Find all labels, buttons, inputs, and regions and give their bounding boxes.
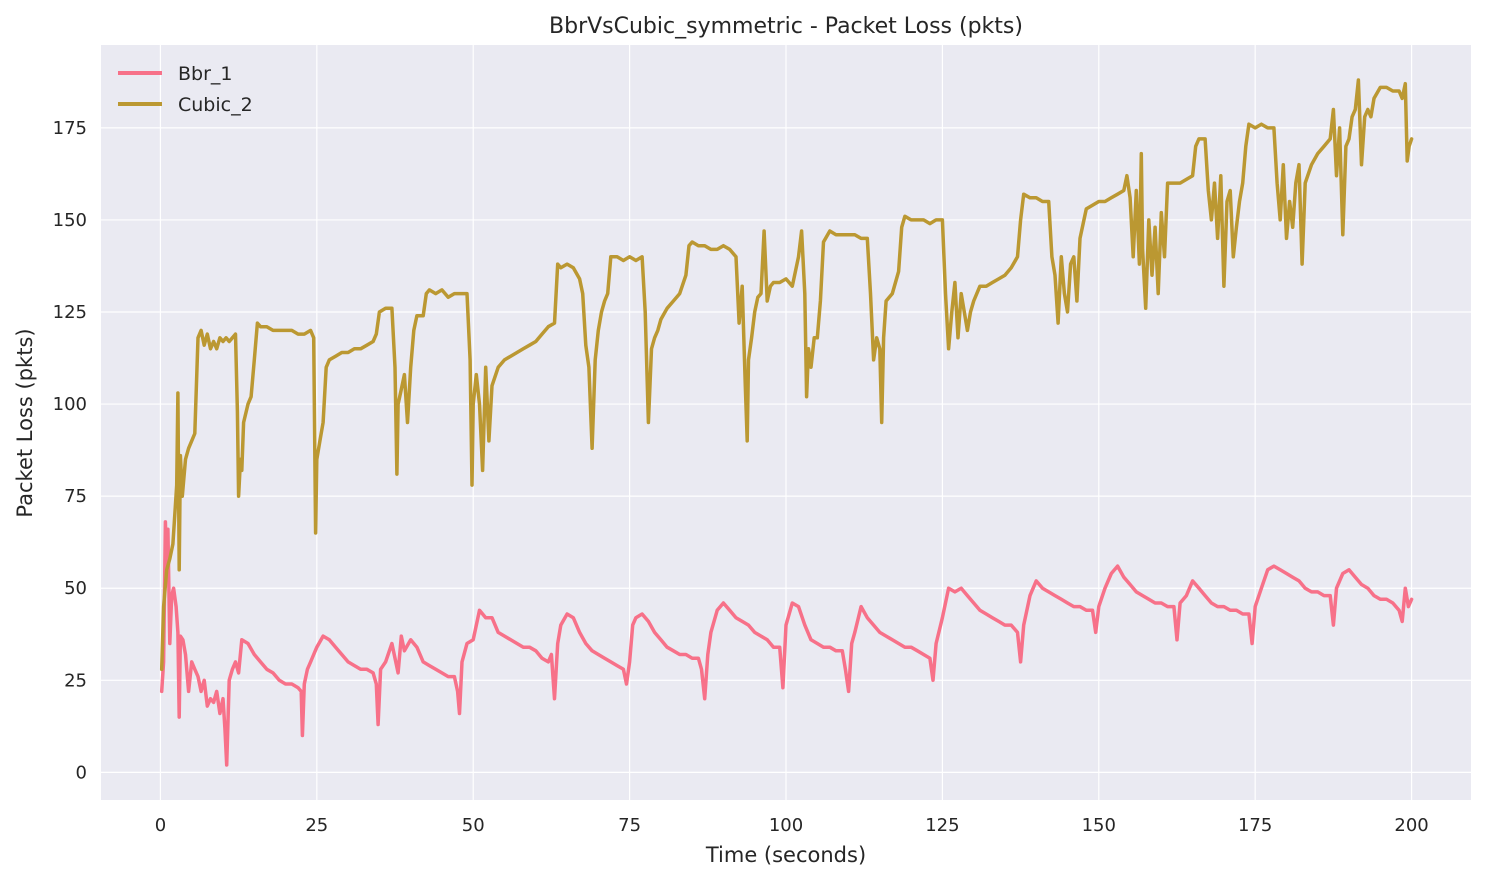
y-tick-label: 0 (76, 762, 87, 783)
x-tick-label: 50 (462, 815, 485, 836)
y-tick-label: 50 (64, 578, 87, 599)
x-tick-label: 100 (769, 815, 803, 836)
y-axis-title: Packet Loss (pkts) (13, 328, 37, 517)
y-tick-label: 175 (53, 118, 87, 139)
y-tick-label: 75 (64, 486, 87, 507)
y-tick-label: 25 (64, 670, 87, 691)
x-tick-label: 75 (618, 815, 641, 836)
y-tick-label: 100 (53, 394, 87, 415)
x-tick-label: 25 (305, 815, 328, 836)
y-tick-label: 125 (53, 302, 87, 323)
x-tick-label: 200 (1394, 815, 1428, 836)
legend-label-cubic-2: Cubic_2 (178, 94, 253, 116)
chart-title: BbrVsCubic_symmetric - Packet Loss (pkts… (549, 14, 1023, 39)
y-tick-labels: 0 25 50 75 100 125 150 175 (53, 118, 87, 784)
grid-lines (101, 45, 1471, 800)
series-layer (159, 78, 1414, 767)
x-tick-label: 150 (1082, 815, 1116, 836)
x-tick-label: 175 (1238, 815, 1272, 836)
x-axis-title: Time (seconds) (705, 843, 866, 867)
x-tick-labels: 0 25 50 75 100 125 150 175 200 (155, 815, 1429, 836)
x-tick-label: 0 (155, 815, 166, 836)
legend-label-bbr-1: Bbr_1 (178, 63, 233, 85)
legend: Bbr_1 Cubic_2 (118, 63, 253, 116)
y-tick-label: 150 (53, 210, 87, 231)
x-tick-label: 125 (925, 815, 959, 836)
series-line-cubic-2 (159, 78, 1414, 672)
series-line-bbr-1 (159, 520, 1414, 767)
